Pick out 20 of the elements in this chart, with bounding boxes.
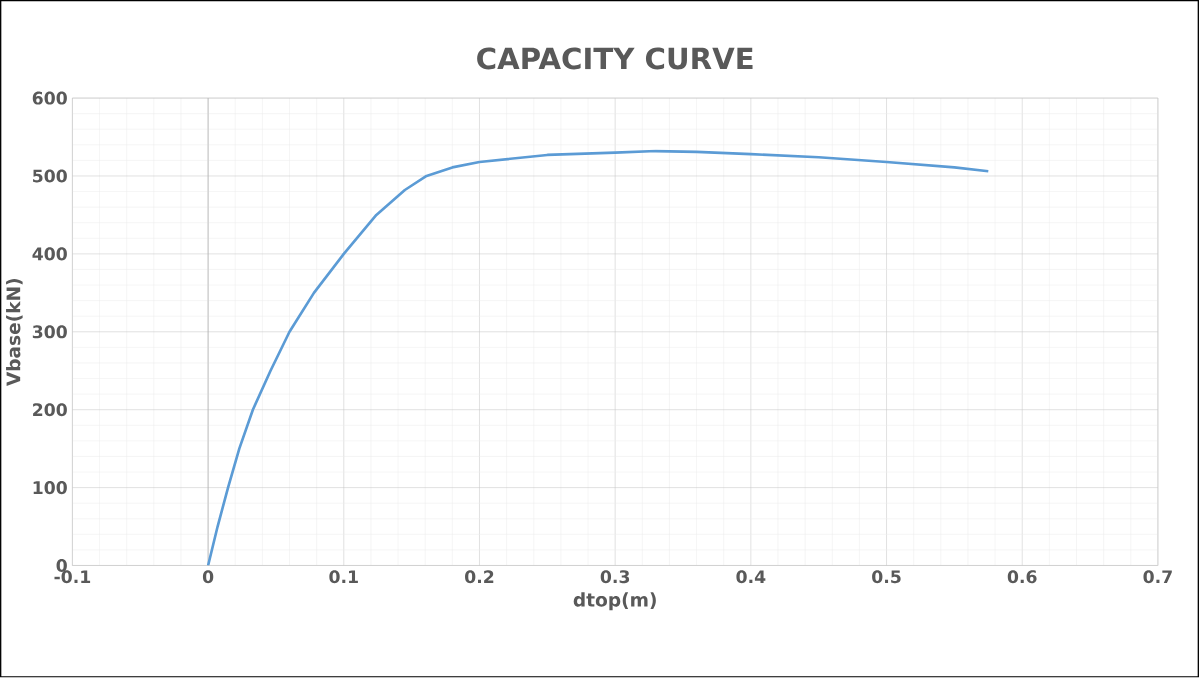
y-tick-label: 500 [33,169,67,183]
y-tick-label: 400 [32,247,67,261]
x-tick-label: 0.3 [600,570,630,584]
x-tick-label: 0.1 [329,570,358,584]
x-tick-label: 0.7 [1143,570,1172,584]
y-tick-label: 600 [32,91,67,105]
x-tick-label: 0.4 [736,570,766,584]
y-tick-label: 200 [33,403,67,417]
x-tick-label: 0.6 [1007,570,1037,584]
x-tick-label: 0 [202,570,214,584]
y-axis-title: Vbase(kN) [6,279,23,387]
line-series [206,149,990,566]
y-tick-label: 100 [33,481,67,495]
x-axis-title: dtop(m) [573,592,656,611]
y-tick-label: 0 [56,559,67,573]
chart-title: CAPACITY CURVE [477,47,753,70]
y-tick-label: 300 [32,325,67,339]
x-tick-label: -0.1 [54,570,91,584]
x-tick-label: 0.5 [872,570,901,584]
x-tick-label: 0.2 [465,570,494,584]
